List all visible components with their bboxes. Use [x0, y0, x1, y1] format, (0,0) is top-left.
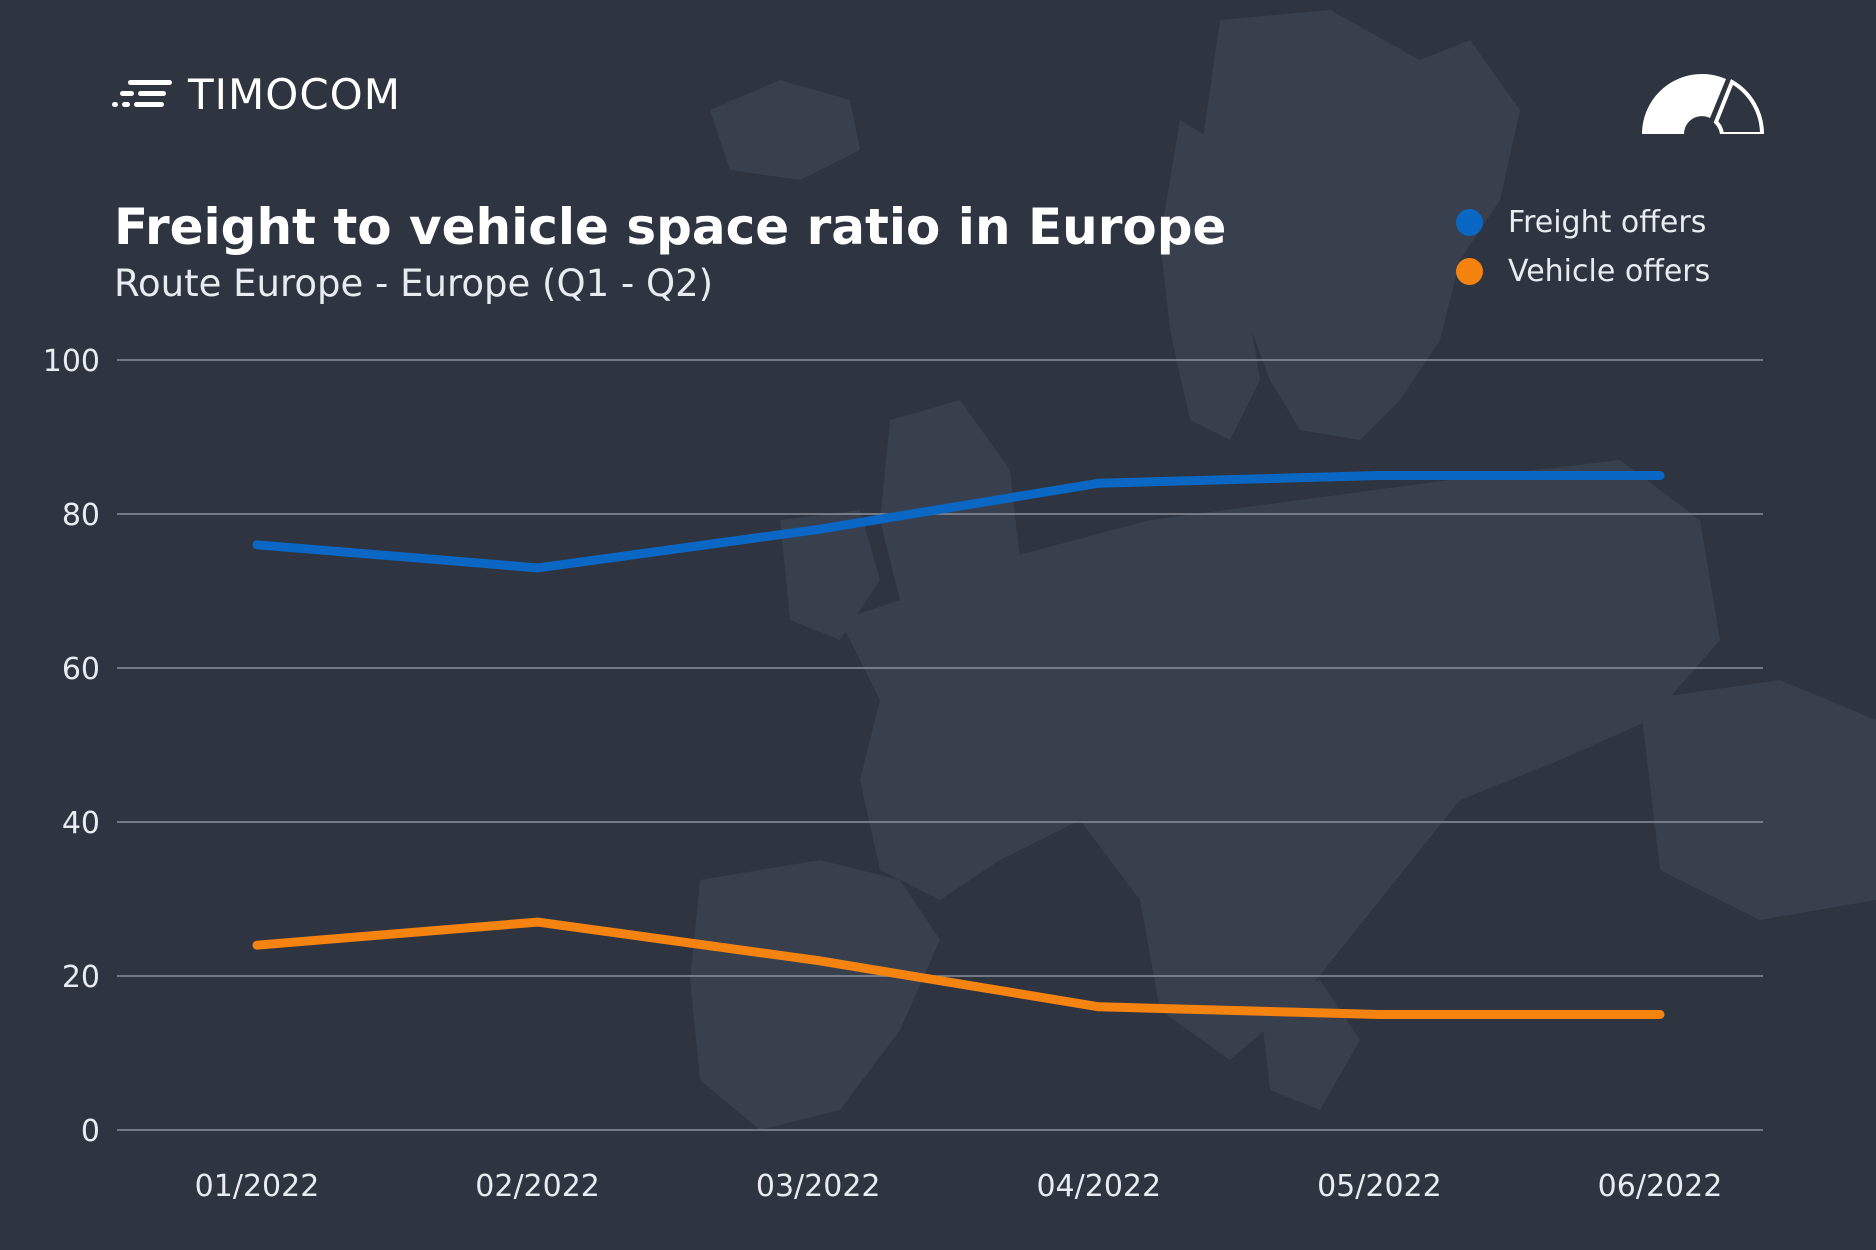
- series-line-freight-offers: [256, 471, 1660, 573]
- data-point-freight-offers: [1374, 471, 1384, 480]
- y-tick-label: 100: [43, 344, 100, 379]
- data-point-vehicle-offers: [1094, 1002, 1104, 1012]
- y-tick-label: 20: [62, 960, 100, 995]
- data-point-freight-offers: [1655, 471, 1665, 480]
- y-tick-label: 80: [62, 498, 100, 533]
- y-tick-label: 40: [62, 806, 100, 841]
- timocom-lines-icon: [112, 80, 172, 107]
- legend-label-freight: Freight offers: [1508, 205, 1707, 240]
- data-point-freight-offers: [533, 563, 543, 573]
- series-line-vehicle-offers: [256, 917, 1660, 1019]
- data-point-freight-offers: [252, 540, 262, 550]
- legend-label-vehicle: Vehicle offers: [1508, 254, 1711, 289]
- x-tick-label: 03/2022: [756, 1169, 881, 1204]
- x-tick-label: 04/2022: [1036, 1169, 1161, 1204]
- data-point-freight-offers: [1094, 478, 1104, 488]
- y-tick-label: 0: [81, 1114, 100, 1149]
- legend-swatch-freight: [1456, 209, 1483, 236]
- legend-swatch-vehicle: [1456, 258, 1483, 285]
- data-point-vehicle-offers: [533, 917, 543, 927]
- chart-title: Freight to vehicle space ratio in Europe: [114, 198, 1227, 256]
- chart-subtitle: Route Europe - Europe (Q1 - Q2): [114, 262, 714, 305]
- legend-item-freight: Freight offers: [1456, 198, 1710, 247]
- data-point-vehicle-offers: [252, 940, 262, 950]
- data-point-vehicle-offers: [813, 956, 823, 966]
- legend-item-vehicle: Vehicle offers: [1456, 247, 1710, 296]
- timocom-logo: TIMOCOM: [112, 69, 401, 119]
- x-tick-label: 05/2022: [1317, 1169, 1442, 1204]
- data-point-vehicle-offers: [1374, 1010, 1384, 1019]
- data-point-vehicle-offers: [1655, 1010, 1665, 1019]
- brand-name: TIMOCOM: [188, 69, 401, 119]
- x-tick-label: 06/2022: [1598, 1169, 1723, 1204]
- x-tick-label: 01/2022: [195, 1169, 320, 1204]
- chart-legend: Freight offers Vehicle offers: [1456, 198, 1710, 296]
- speedometer-icon: [1642, 73, 1764, 134]
- x-tick-label: 02/2022: [475, 1169, 600, 1204]
- data-point-freight-offers: [813, 524, 823, 534]
- y-tick-label: 60: [62, 652, 100, 687]
